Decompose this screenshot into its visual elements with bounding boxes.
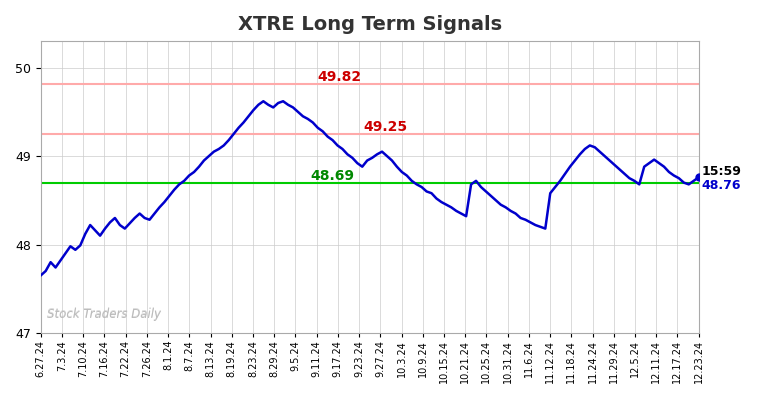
Text: 48.76: 48.76 xyxy=(702,179,742,192)
Title: XTRE Long Term Signals: XTRE Long Term Signals xyxy=(238,15,502,34)
Text: Stock Traders Daily: Stock Traders Daily xyxy=(47,307,162,320)
Text: 49.25: 49.25 xyxy=(363,120,407,134)
Text: 49.82: 49.82 xyxy=(317,70,361,84)
Text: 48.69: 48.69 xyxy=(310,170,354,183)
Text: 15:59: 15:59 xyxy=(702,165,742,178)
Text: Stock Traders Daily: Stock Traders Daily xyxy=(47,308,162,321)
